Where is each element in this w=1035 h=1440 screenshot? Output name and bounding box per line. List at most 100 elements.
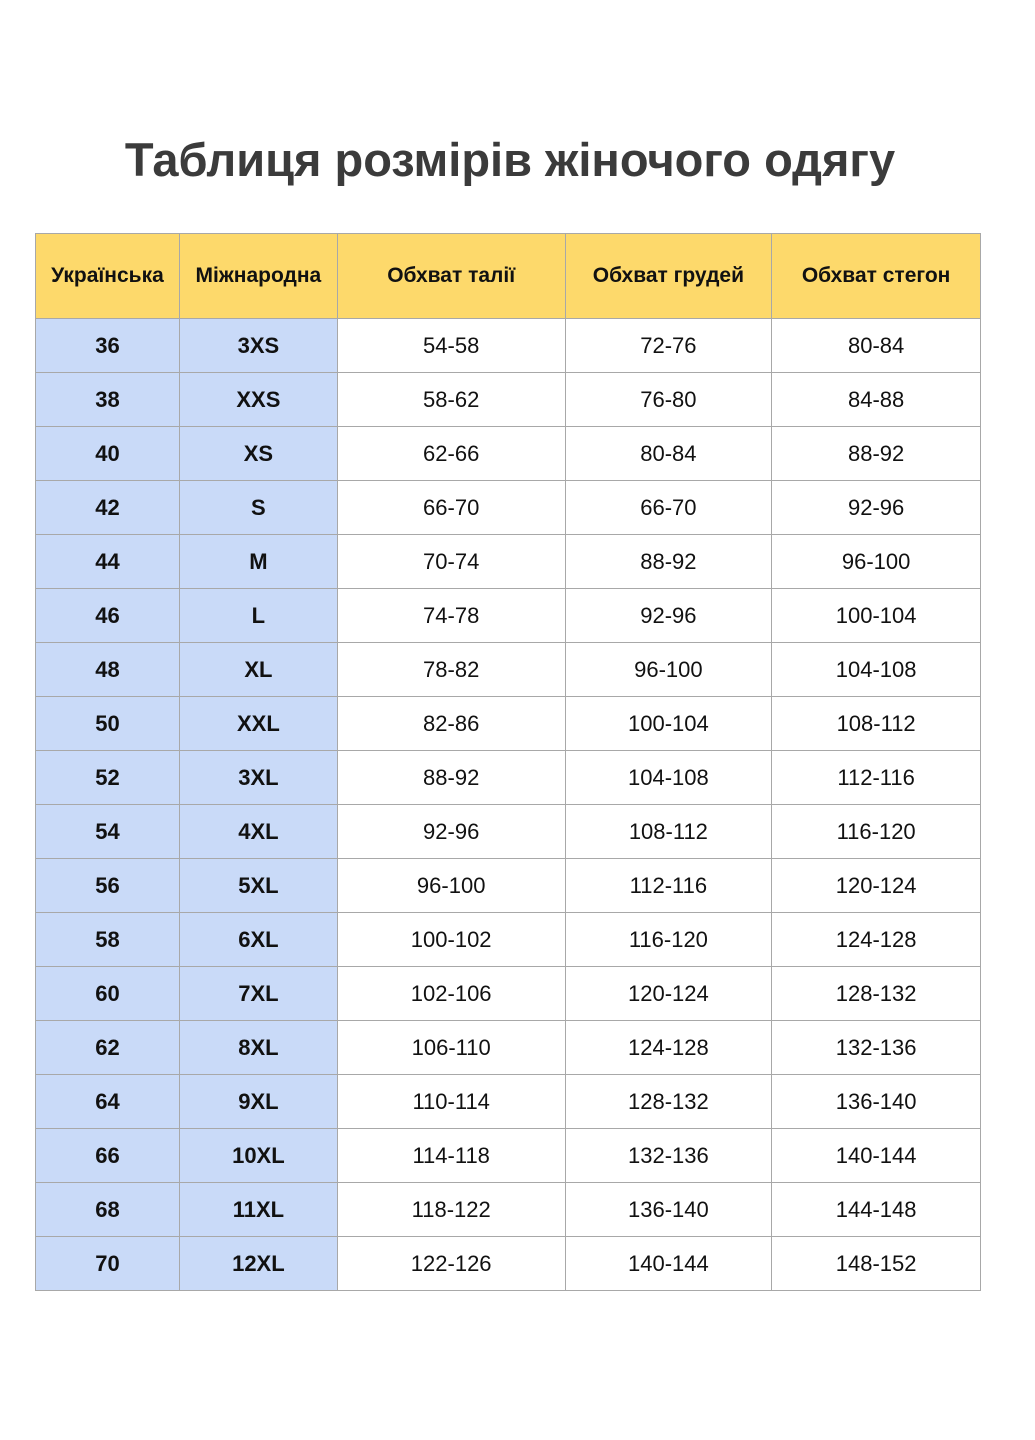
hips-cell: 112-116 (771, 750, 981, 805)
international-size-cell: 11XL (178, 1182, 338, 1237)
ukrainian-size-cell: 66 (35, 1128, 180, 1183)
chest-cell: 66-70 (564, 480, 773, 535)
hips-cell: 124-128 (771, 912, 981, 967)
hips-cell: 100-104 (771, 588, 981, 643)
table-row: 68 11XL 118-122 136-140 144-148 (35, 1182, 981, 1237)
ukrainian-size-cell: 42 (35, 480, 180, 535)
header-chest: Обхват грудей (564, 233, 773, 319)
ukrainian-size-cell: 56 (35, 858, 180, 913)
size-table: Українська Міжнародна Обхват талії Обхва… (35, 233, 981, 1291)
waist-cell: 78-82 (336, 642, 566, 697)
chest-cell: 96-100 (564, 642, 773, 697)
hips-cell: 84-88 (771, 372, 981, 427)
hips-cell: 104-108 (771, 642, 981, 697)
table-row: 36 3XS 54-58 72-76 80-84 (35, 318, 981, 373)
international-size-cell: S (178, 480, 338, 535)
chest-cell: 92-96 (564, 588, 773, 643)
international-size-cell: 3XL (178, 750, 338, 805)
hips-cell: 88-92 (771, 426, 981, 481)
ukrainian-size-cell: 44 (35, 534, 180, 589)
waist-cell: 122-126 (336, 1236, 566, 1291)
table-row: 62 8XL 106-110 124-128 132-136 (35, 1020, 981, 1075)
hips-cell: 92-96 (771, 480, 981, 535)
chest-cell: 112-116 (564, 858, 773, 913)
international-size-cell: 3XS (178, 318, 338, 373)
chest-cell: 76-80 (564, 372, 773, 427)
chest-cell: 120-124 (564, 966, 773, 1021)
hips-cell: 132-136 (771, 1020, 981, 1075)
waist-cell: 70-74 (336, 534, 566, 589)
table-row: 38 XXS 58-62 76-80 84-88 (35, 372, 981, 427)
ukrainian-size-cell: 60 (35, 966, 180, 1021)
table-row: 54 4XL 92-96 108-112 116-120 (35, 804, 981, 859)
hips-cell: 108-112 (771, 696, 981, 751)
chest-cell: 80-84 (564, 426, 773, 481)
chest-cell: 116-120 (564, 912, 773, 967)
ukrainian-size-cell: 52 (35, 750, 180, 805)
header-row: Українська Міжнародна Обхват талії Обхва… (35, 233, 981, 319)
hips-cell: 80-84 (771, 318, 981, 373)
international-size-cell: XXS (178, 372, 338, 427)
ukrainian-size-cell: 50 (35, 696, 180, 751)
table-row: 56 5XL 96-100 112-116 120-124 (35, 858, 981, 913)
waist-cell: 100-102 (336, 912, 566, 967)
international-size-cell: XS (178, 426, 338, 481)
hips-cell: 136-140 (771, 1074, 981, 1129)
international-size-cell: 12XL (178, 1236, 338, 1291)
hips-cell: 96-100 (771, 534, 981, 589)
hips-cell: 120-124 (771, 858, 981, 913)
table-row: 50 XXL 82-86 100-104 108-112 (35, 696, 981, 751)
table-row: 46 L 74-78 92-96 100-104 (35, 588, 981, 643)
international-size-cell: 9XL (178, 1074, 338, 1129)
header-waist: Обхват талії (336, 233, 566, 319)
international-size-cell: XXL (178, 696, 338, 751)
hips-cell: 140-144 (771, 1128, 981, 1183)
ukrainian-size-cell: 46 (35, 588, 180, 643)
chest-cell: 132-136 (564, 1128, 773, 1183)
ukrainian-size-cell: 68 (35, 1182, 180, 1237)
table-row: 52 3XL 88-92 104-108 112-116 (35, 750, 981, 805)
header-hips: Обхват стегон (771, 233, 981, 319)
table-row: 44 M 70-74 88-92 96-100 (35, 534, 981, 589)
ukrainian-size-cell: 70 (35, 1236, 180, 1291)
waist-cell: 118-122 (336, 1182, 566, 1237)
international-size-cell: 7XL (178, 966, 338, 1021)
table-row: 66 10XL 114-118 132-136 140-144 (35, 1128, 981, 1183)
header-ukrainian: Українська (35, 233, 180, 319)
international-size-cell: 4XL (178, 804, 338, 859)
waist-cell: 58-62 (336, 372, 566, 427)
chest-cell: 108-112 (564, 804, 773, 859)
chest-cell: 88-92 (564, 534, 773, 589)
international-size-cell: 8XL (178, 1020, 338, 1075)
chest-cell: 100-104 (564, 696, 773, 751)
waist-cell: 110-114 (336, 1074, 566, 1129)
table-row: 58 6XL 100-102 116-120 124-128 (35, 912, 981, 967)
ukrainian-size-cell: 64 (35, 1074, 180, 1129)
chest-cell: 140-144 (564, 1236, 773, 1291)
ukrainian-size-cell: 62 (35, 1020, 180, 1075)
table-row: 60 7XL 102-106 120-124 128-132 (35, 966, 981, 1021)
chest-cell: 136-140 (564, 1182, 773, 1237)
hips-cell: 144-148 (771, 1182, 981, 1237)
waist-cell: 114-118 (336, 1128, 566, 1183)
international-size-cell: M (178, 534, 338, 589)
table-row: 64 9XL 110-114 128-132 136-140 (35, 1074, 981, 1129)
ukrainian-size-cell: 38 (35, 372, 180, 427)
international-size-cell: 10XL (178, 1128, 338, 1183)
international-size-cell: 5XL (178, 858, 338, 913)
header-international: Міжнародна (178, 233, 338, 319)
chest-cell: 72-76 (564, 318, 773, 373)
hips-cell: 116-120 (771, 804, 981, 859)
waist-cell: 54-58 (336, 318, 566, 373)
waist-cell: 106-110 (336, 1020, 566, 1075)
ukrainian-size-cell: 48 (35, 642, 180, 697)
page-title: Таблиця розмірів жіночого одягу (124, 133, 896, 186)
chest-cell: 128-132 (564, 1074, 773, 1129)
table-row: 40 XS 62-66 80-84 88-92 (35, 426, 981, 481)
table-row: 70 12XL 122-126 140-144 148-152 (35, 1236, 981, 1291)
table-row: 48 XL 78-82 96-100 104-108 (35, 642, 981, 697)
waist-cell: 92-96 (336, 804, 566, 859)
waist-cell: 74-78 (336, 588, 566, 643)
ukrainian-size-cell: 54 (35, 804, 180, 859)
waist-cell: 62-66 (336, 426, 566, 481)
